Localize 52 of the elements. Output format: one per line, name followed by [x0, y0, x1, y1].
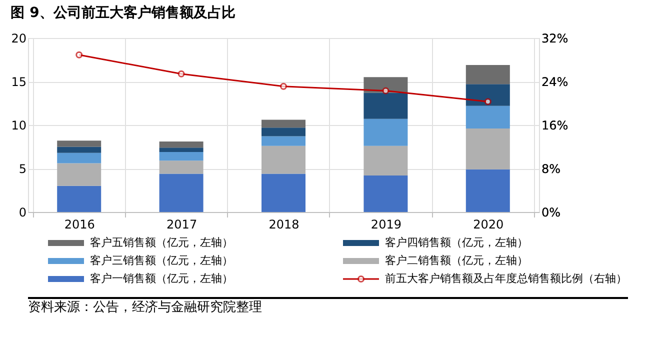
bar [364, 175, 408, 212]
bar [262, 120, 306, 128]
legend-label: 客户四销售额（亿元，左轴） [385, 236, 528, 249]
bar [57, 186, 102, 212]
y-tick-label: 0 [18, 206, 26, 220]
y2-tick-label: 32% [542, 32, 568, 46]
y-tick-label: 5 [18, 162, 26, 176]
bar [364, 118, 408, 146]
x-tick-label: 2017 [166, 218, 198, 232]
bar [364, 92, 408, 119]
point [178, 70, 185, 78]
y2-tick-label: 8% [542, 162, 561, 176]
point [484, 98, 492, 106]
bar [57, 146, 102, 153]
bar [364, 146, 408, 176]
chart-title: 图 9、公司前五大客户销售额及占比 [10, 4, 236, 21]
y2-tick-label: 24% [542, 75, 568, 89]
y-tick-label: 15 [11, 75, 26, 89]
bar [159, 142, 204, 148]
bar [262, 128, 306, 136]
point [382, 87, 390, 94]
y-tick-label: 20 [11, 32, 26, 46]
bar [466, 128, 510, 170]
bar [57, 163, 102, 186]
legend-label: 客户二销售额（亿元，左轴） [385, 254, 528, 267]
bar [159, 152, 204, 161]
legend-label: 客户三销售额（亿元，左轴） [90, 254, 233, 267]
x-tick-label: 2018 [268, 218, 300, 232]
x-tick-label: 2020 [473, 218, 504, 232]
bar [262, 146, 306, 174]
legend-label: 客户五销售额（亿元，左轴） [90, 236, 233, 249]
bar [159, 174, 204, 212]
bar [466, 84, 510, 106]
text: 资料来源：公告，经济与金融研究院整理 [28, 300, 262, 315]
bar [262, 174, 306, 212]
point [280, 82, 287, 90]
y-tick-label: 10 [11, 118, 26, 132]
bar [262, 136, 306, 146]
y2-tick-label: 16% [542, 118, 568, 132]
point [76, 51, 83, 58]
bar [57, 140, 102, 147]
bar [466, 64, 510, 84]
bar [159, 160, 204, 174]
bar [466, 169, 510, 212]
bar [57, 152, 102, 164]
x-tick-label: 2019 [370, 218, 402, 232]
legend-label: 客户一销售额（亿元，左轴） [90, 272, 233, 285]
bar [466, 106, 510, 128]
x-tick-label: 2016 [64, 218, 95, 232]
y2-tick-label: 0% [542, 206, 561, 220]
bar [159, 148, 204, 152]
legend-label: 前五大客户销售额及占年度总销售额比例（右轴） [385, 272, 627, 285]
